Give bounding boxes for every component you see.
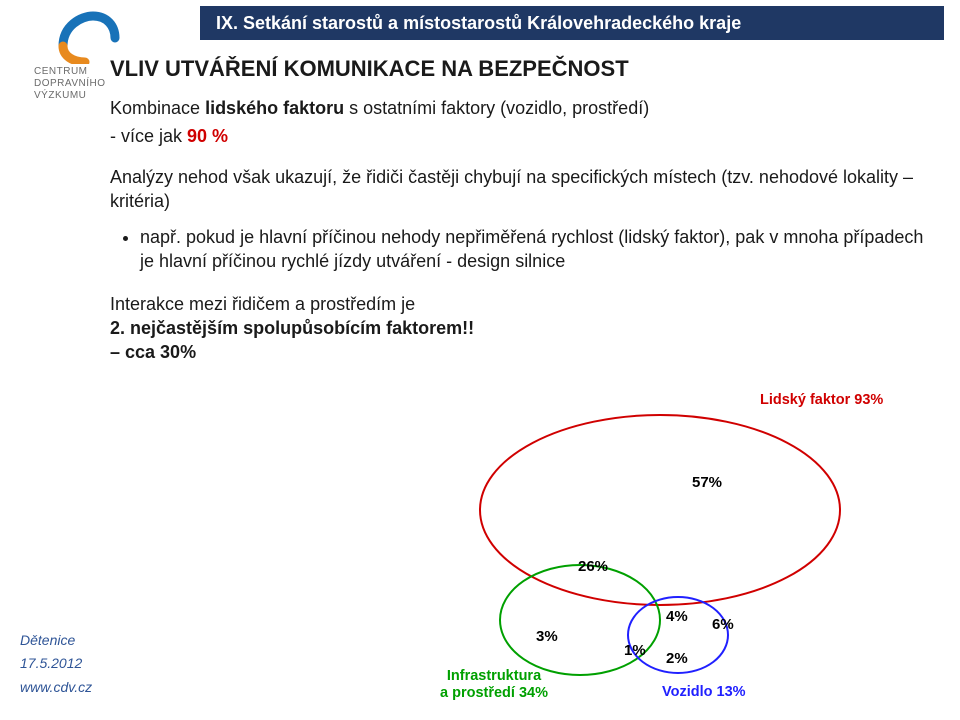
venn-pct-1: 1%	[624, 642, 646, 659]
slide-header: IX. Setkání starostů a místostarostů Krá…	[200, 6, 944, 40]
venn-ellipse-human	[480, 415, 840, 605]
venn-pct-2: 2%	[666, 650, 688, 667]
interaction-line3-bold: 30%	[160, 342, 196, 362]
venn-label-human: Lidský faktor 93%	[760, 392, 883, 409]
intro-line1-pre: Kombinace	[110, 98, 205, 118]
venn-label-infra: Infrastruktura a prostředí 34%	[440, 668, 548, 703]
venn-label-vehicle: Vozidlo 13%	[662, 684, 746, 701]
page-title: VLIV UTVÁŘENÍ KOMUNIKACE NA BEZPEČNOST	[110, 56, 930, 82]
intro-line2-pct: 90 %	[187, 126, 228, 146]
footer-place: Dětenice	[20, 629, 92, 653]
intro-line1-bold: lidského faktoru	[205, 98, 344, 118]
intro-line2: - více jak 90 %	[110, 124, 930, 148]
intro-line1-post: s ostatními faktory (vozidlo, prostředí)	[344, 98, 649, 118]
interaction-line2-bold: 2. nejčastějším spolupůsobícím faktorem!…	[110, 318, 474, 338]
interaction-line3: – cca 30%	[110, 340, 530, 364]
interaction-block: Interakce mezi řidičem a prostředím je 2…	[110, 292, 530, 365]
interaction-line3-pre: – cca	[110, 342, 160, 362]
venn-pct-4: 4%	[666, 608, 688, 625]
venn-diagram: Lidský faktor 93% Infrastruktura a prost…	[430, 390, 930, 700]
venn-pct-57: 57%	[692, 474, 722, 491]
footer-date: 17.5.2012	[20, 652, 92, 676]
venn-pct-26: 26%	[578, 558, 608, 575]
slide-content: VLIV UTVÁŘENÍ KOMUNIKACE NA BEZPEČNOST K…	[110, 56, 930, 365]
header-title: IX. Setkání starostů a místostarostů Krá…	[216, 13, 741, 34]
intro-line1: Kombinace lidského faktoru s ostatními f…	[110, 96, 930, 120]
bullet-1: např. pokud je hlavní příčinou nehody ne…	[140, 225, 930, 274]
footer-url: www.cdv.cz	[20, 676, 92, 700]
interaction-line1: Interakce mezi řidičem a prostředím je	[110, 292, 530, 316]
analyzes-line: Analýzy nehod však ukazují, že řidiči ča…	[110, 165, 930, 214]
venn-pct-3: 3%	[536, 628, 558, 645]
venn-pct-6: 6%	[712, 616, 734, 633]
bullet-list: např. pokud je hlavní příčinou nehody ne…	[122, 225, 930, 274]
intro-line2-pre: - více jak	[110, 126, 187, 146]
interaction-line2: 2. nejčastějším spolupůsobícím faktorem!…	[110, 316, 530, 340]
footer-meta: Dětenice 17.5.2012 www.cdv.cz	[20, 629, 92, 700]
